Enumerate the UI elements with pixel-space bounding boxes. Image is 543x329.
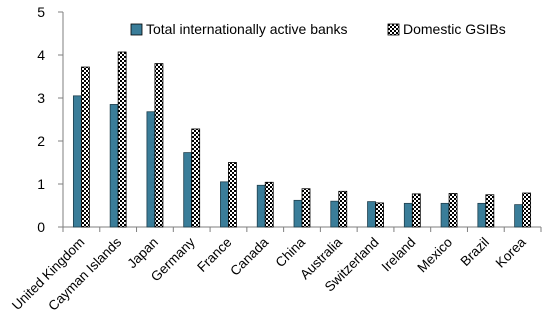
x-category-label: Mexico	[414, 235, 455, 276]
legend-label-total: Total internationally active banks	[146, 21, 348, 37]
bar-total-0	[72, 95, 82, 228]
y-tick-label: 1	[37, 176, 45, 192]
bar-gsib-10	[448, 193, 458, 228]
bar-gsib-9	[411, 193, 421, 228]
bar-gsib-11	[485, 194, 495, 228]
y-tick-label: 2	[37, 133, 45, 149]
bar-total-8	[367, 201, 376, 228]
bar-total-1	[109, 104, 119, 228]
bar-total-3	[183, 152, 193, 228]
bar-gsib-4	[228, 162, 237, 228]
bar-gsib-0	[80, 66, 90, 228]
bar-total-2	[146, 111, 156, 228]
legend-label-gsib: Domestic GSIBs	[403, 21, 506, 37]
bar-total-5	[256, 184, 266, 228]
bar-total-12	[514, 204, 524, 228]
bar-total-11	[477, 202, 487, 228]
bar-gsib-8	[375, 202, 384, 228]
bar-gsib-3	[191, 128, 201, 228]
y-tick-label: 0	[37, 219, 45, 235]
y-tick-label: 4	[37, 47, 45, 63]
y-tick-label: 3	[37, 90, 45, 106]
x-category-label: Korea	[493, 234, 529, 270]
bar-gsib-6	[301, 188, 311, 228]
bar-total-6	[293, 199, 303, 228]
y-tick-label: 5	[37, 4, 45, 20]
axes: 0 1 2 3 4 5	[37, 4, 542, 235]
bars	[72, 51, 532, 228]
legend-swatch-total	[130, 23, 143, 36]
bar-total-10	[440, 202, 450, 228]
bar-gsib-1	[117, 51, 127, 228]
bar-gsib-7	[338, 190, 348, 228]
bar-total-7	[330, 200, 340, 228]
legend-swatch-gsib	[387, 23, 400, 36]
x-category-label: Ireland	[379, 235, 419, 275]
bar-gsib-12	[522, 192, 532, 228]
x-category-label: Brazil	[457, 235, 491, 269]
bar-gsib-2	[154, 63, 164, 228]
x-category-label: Canada	[227, 234, 271, 278]
bar-gsib-5	[264, 181, 274, 228]
bar-total-4	[220, 181, 229, 228]
bar-total-9	[403, 202, 413, 228]
legend: Total internationally active banks Domes…	[130, 21, 506, 37]
